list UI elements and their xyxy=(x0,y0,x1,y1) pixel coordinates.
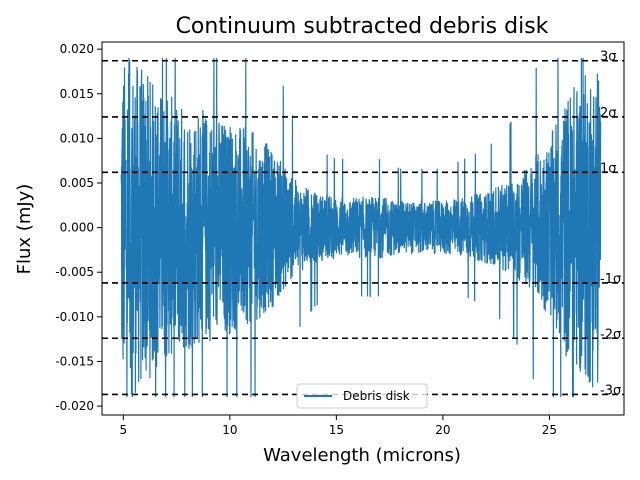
plot-frame xyxy=(101,41,625,416)
sigma-label: -3σ xyxy=(600,383,621,398)
legend-box xyxy=(296,383,428,409)
y-tick-label: 0.015 xyxy=(60,87,94,101)
legend-label: Debris disk xyxy=(343,389,410,403)
series-line-debris-disk xyxy=(120,58,602,398)
series-layer xyxy=(120,58,602,398)
y-tick-label: -0.015 xyxy=(55,354,94,368)
x-axis-ticks: 5 10 15 20 25 xyxy=(119,415,557,437)
legend: Debris disk xyxy=(296,383,428,409)
sigma-label: 1σ xyxy=(600,161,617,176)
y-tick-label: 0.010 xyxy=(60,131,94,145)
y-tick-label: 0.000 xyxy=(60,221,94,235)
chart-title: Continuum subtracted debris disk xyxy=(176,14,549,39)
reference-lines xyxy=(102,59,624,396)
x-tick-label: 15 xyxy=(329,423,344,437)
x-tick-label: 20 xyxy=(435,423,450,437)
x-tick-label: 10 xyxy=(222,423,237,437)
sigma-labels: 3σ 2σ 1σ -1σ -2σ -3σ xyxy=(600,50,621,399)
sigma-label: -2σ xyxy=(600,327,621,342)
y-axis-ticks: -0.020 -0.015 -0.010 -0.005 0.000 0.005 0.010 0… xyxy=(55,42,102,413)
x-tick-label: 5 xyxy=(119,423,127,437)
x-axis-title: Wavelength (microns) xyxy=(263,445,461,466)
y-tick-label: -0.005 xyxy=(55,265,94,279)
y-tick-label: 0.005 xyxy=(60,176,94,190)
y-tick-label: -0.010 xyxy=(55,310,94,324)
sigma-label: 3σ xyxy=(600,50,617,65)
y-tick-label: 0.020 xyxy=(60,42,94,56)
y-tick-label: -0.020 xyxy=(55,399,94,413)
y-axis-title: Flux (mJy) xyxy=(14,184,35,275)
sigma-label: 2σ xyxy=(600,106,617,121)
x-tick-label: 25 xyxy=(542,423,557,437)
sigma-label: -1σ xyxy=(600,272,621,287)
